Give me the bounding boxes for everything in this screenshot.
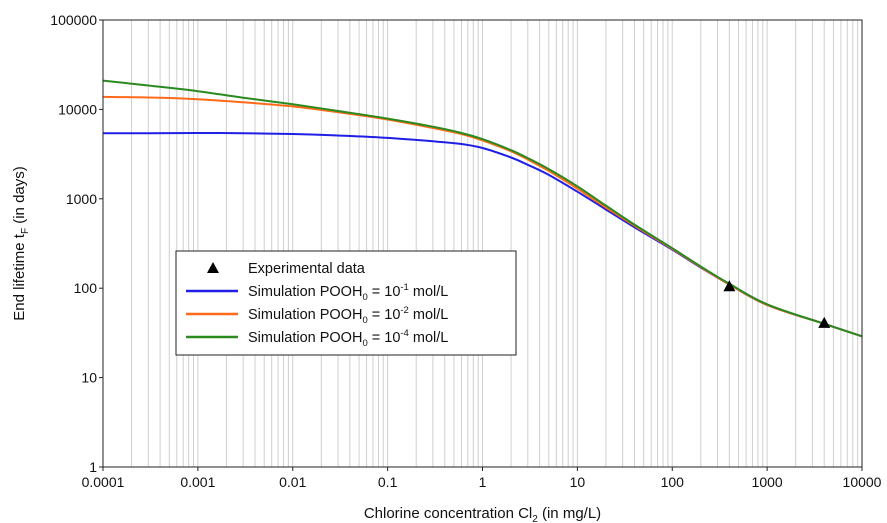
legend-label-3: Simulation POOH0 = 10-4 mol/L — [248, 328, 448, 349]
x-axis-title: Chlorine concentration Cl2 (in mg/L) — [364, 505, 601, 523]
y-tick-label: 100000 — [50, 12, 97, 28]
legend: Experimental data Simulation POOH0 = 10-1… — [175, 250, 517, 356]
y-axis-title-sub: F — [20, 228, 31, 234]
x-tick-label: 0.01 — [279, 474, 306, 490]
y-axis-title-text: End lifetime t — [11, 233, 28, 321]
experimental-point — [723, 280, 736, 292]
experimental-markers — [723, 280, 831, 328]
legend-label-1: Simulation POOH0 = 10-1 mol/L — [248, 282, 448, 303]
y-tick-label: 100 — [74, 280, 98, 296]
legend-marker-icon — [207, 262, 219, 273]
series-line-3 — [102, 79, 863, 338]
x-tick-label: 10000 — [843, 474, 882, 490]
x-tick-label: 0.1 — [378, 474, 398, 490]
x-tick-label: 100 — [661, 474, 685, 490]
x-axis-title-tail: (in mg/L) — [538, 505, 601, 522]
x-tick-label: 1000 — [752, 474, 783, 490]
x-tick-label: 1 — [479, 474, 487, 490]
x-tick-label: 0.0001 — [82, 474, 125, 490]
x-tick-label: 10 — [570, 474, 586, 490]
grid — [131, 20, 859, 467]
x-tick-label: 0.001 — [180, 474, 215, 490]
axis-ticks: 0.0001 0.001 0.01 0.1 1 10 100 1000 10000 1 10 100 1… — [50, 12, 881, 490]
y-axis-title-tail: (in days) — [11, 166, 28, 228]
y-tick-label: 1 — [89, 459, 97, 475]
experimental-point — [818, 316, 831, 328]
y-tick-label: 10000 — [58, 101, 97, 117]
x-axis-title-sub: 2 — [532, 514, 538, 523]
y-axis-title: End lifetime tF (in days) — [11, 166, 31, 321]
y-tick-label: 10 — [81, 370, 97, 386]
x-axis-title-text: Chlorine concentration Cl — [364, 505, 532, 522]
legend-label-2: Simulation POOH0 = 10-2 mol/L — [248, 305, 448, 326]
legend-label-0: Experimental data — [248, 261, 366, 277]
series-lines — [102, 79, 863, 338]
y-tick-label: 1000 — [66, 191, 97, 207]
